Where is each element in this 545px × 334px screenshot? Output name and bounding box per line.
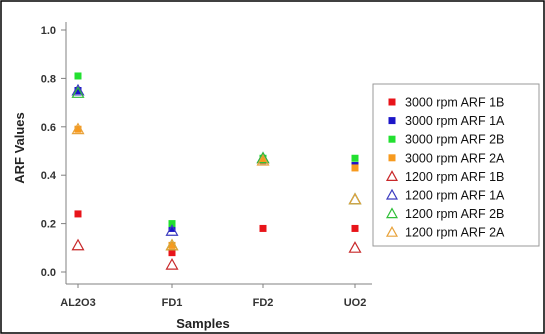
data-point xyxy=(168,220,176,228)
y-tick-label: 0.0 xyxy=(41,267,56,279)
x-tick-label: FD2 xyxy=(253,297,274,309)
y-tick-label: 0.4 xyxy=(41,170,57,182)
x-axis-label: Samples xyxy=(176,316,229,331)
legend-label: 1200 rpm ARF 2A xyxy=(405,226,505,240)
data-point xyxy=(256,153,270,166)
data-point xyxy=(259,157,267,165)
data-point xyxy=(348,192,362,205)
legend-label: 1200 rpm ARF 2B xyxy=(405,207,504,221)
data-point xyxy=(71,238,85,251)
legend-swatch xyxy=(385,170,399,181)
legend-swatch xyxy=(385,188,399,200)
data-point xyxy=(351,164,359,172)
data-point xyxy=(168,241,176,249)
legend-swatch xyxy=(388,98,396,106)
y-tick-label: 1.0 xyxy=(41,25,56,37)
data-point xyxy=(165,238,179,251)
data-point xyxy=(74,72,82,80)
data-point xyxy=(74,87,82,94)
legend-box xyxy=(372,83,540,247)
x-tick-label: AL2O3 xyxy=(60,297,95,309)
data-point xyxy=(259,224,267,232)
data-point xyxy=(348,241,362,253)
legend-label: 1200 rpm ARF 1A xyxy=(405,189,505,203)
y-tick-label: 0.6 xyxy=(41,122,56,134)
x-tick-label: FD1 xyxy=(162,297,183,309)
axes: 0.0 0.2 0.4 0.6 0.8 1.0 AL2O3 FD1 FD2 UO2 xyxy=(41,22,372,309)
legend-swatch xyxy=(388,154,396,162)
data-point xyxy=(74,210,82,218)
data-point xyxy=(165,224,179,236)
data-point xyxy=(71,86,85,98)
data-point xyxy=(168,224,176,232)
legend-swatch xyxy=(385,207,399,219)
data-point xyxy=(256,151,270,164)
legend-label: 3000 rpm ARF 1A xyxy=(405,114,505,128)
legend-label: 1200 rpm ARF 1B xyxy=(405,170,504,184)
legend-label: 3000 rpm ARF 2B xyxy=(405,133,504,147)
data-point xyxy=(74,125,82,133)
legend-swatch xyxy=(388,135,396,143)
y-axis-label: ARF Values xyxy=(12,112,27,184)
data-point xyxy=(168,249,176,257)
y-tick-label: 0.2 xyxy=(41,219,56,231)
data-point xyxy=(165,258,179,270)
data-point xyxy=(351,154,359,162)
data-point xyxy=(351,224,359,232)
legend-label: 3000 rpm ARF 2A xyxy=(405,151,505,165)
legend-swatch xyxy=(385,225,399,237)
data-marks xyxy=(71,72,362,270)
legend-label: 3000 rpm ARF 1B xyxy=(405,96,504,110)
y-tick-label: 0.8 xyxy=(41,73,56,85)
data-point xyxy=(71,122,85,135)
x-tick-label: UO2 xyxy=(344,297,367,309)
legend-swatch xyxy=(388,117,396,125)
legend: 3000 rpm ARF 1B 3000 rpm ARF 1A 3000 rpm A… xyxy=(385,96,505,240)
data-point xyxy=(71,83,85,96)
